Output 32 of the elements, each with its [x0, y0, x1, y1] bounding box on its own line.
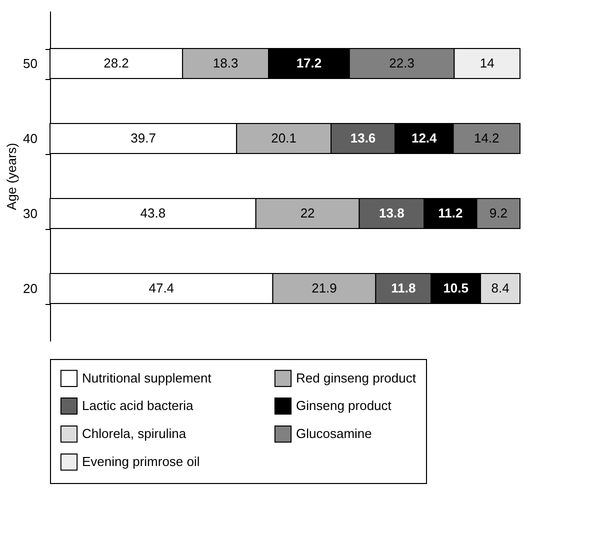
legend-label: Glucosamine: [296, 426, 372, 441]
data-label: 11.8: [391, 280, 416, 296]
legend-label: Chlorela, spirulina: [82, 426, 187, 441]
y-tick-label: 50: [23, 56, 38, 71]
data-label: 13.8: [379, 206, 404, 220]
y-tick-label: 20: [23, 281, 38, 296]
legend-label: Red ginseng product: [296, 370, 416, 386]
data-label: 11.2: [438, 206, 463, 220]
data-label: 28.2: [104, 56, 129, 70]
data-label: 13.6: [350, 130, 376, 146]
data-label: 18.3: [212, 56, 238, 70]
data-label: 17.2: [296, 56, 322, 70]
data-label: 14: [480, 56, 494, 70]
y-tick-label: 30: [23, 206, 38, 221]
data-label: 22.3: [389, 56, 414, 70]
data-label: 14.2: [474, 130, 500, 146]
y-tick-label: 40: [23, 131, 38, 146]
legend-label: Nutritional supplement: [82, 370, 212, 386]
data-label: 21.9: [312, 280, 337, 296]
legend-label: Lactic acid bacteria: [82, 398, 194, 413]
legend-label: Ginseng product: [296, 398, 392, 413]
data-label: 20.1: [271, 130, 296, 146]
data-label: 22: [300, 206, 315, 220]
y-axis-title: Age (years): [4, 142, 20, 210]
data-label: 12.4: [411, 130, 438, 146]
data-label: 39.7: [130, 130, 156, 146]
data-label: 43.8: [140, 206, 166, 220]
data-label: 9.2: [489, 206, 508, 220]
data-label: 10.5: [443, 280, 468, 296]
legend-label: Evening primrose oil: [82, 454, 200, 469]
data-label: 8.4: [491, 280, 510, 296]
data-label: 47.4: [148, 280, 174, 296]
